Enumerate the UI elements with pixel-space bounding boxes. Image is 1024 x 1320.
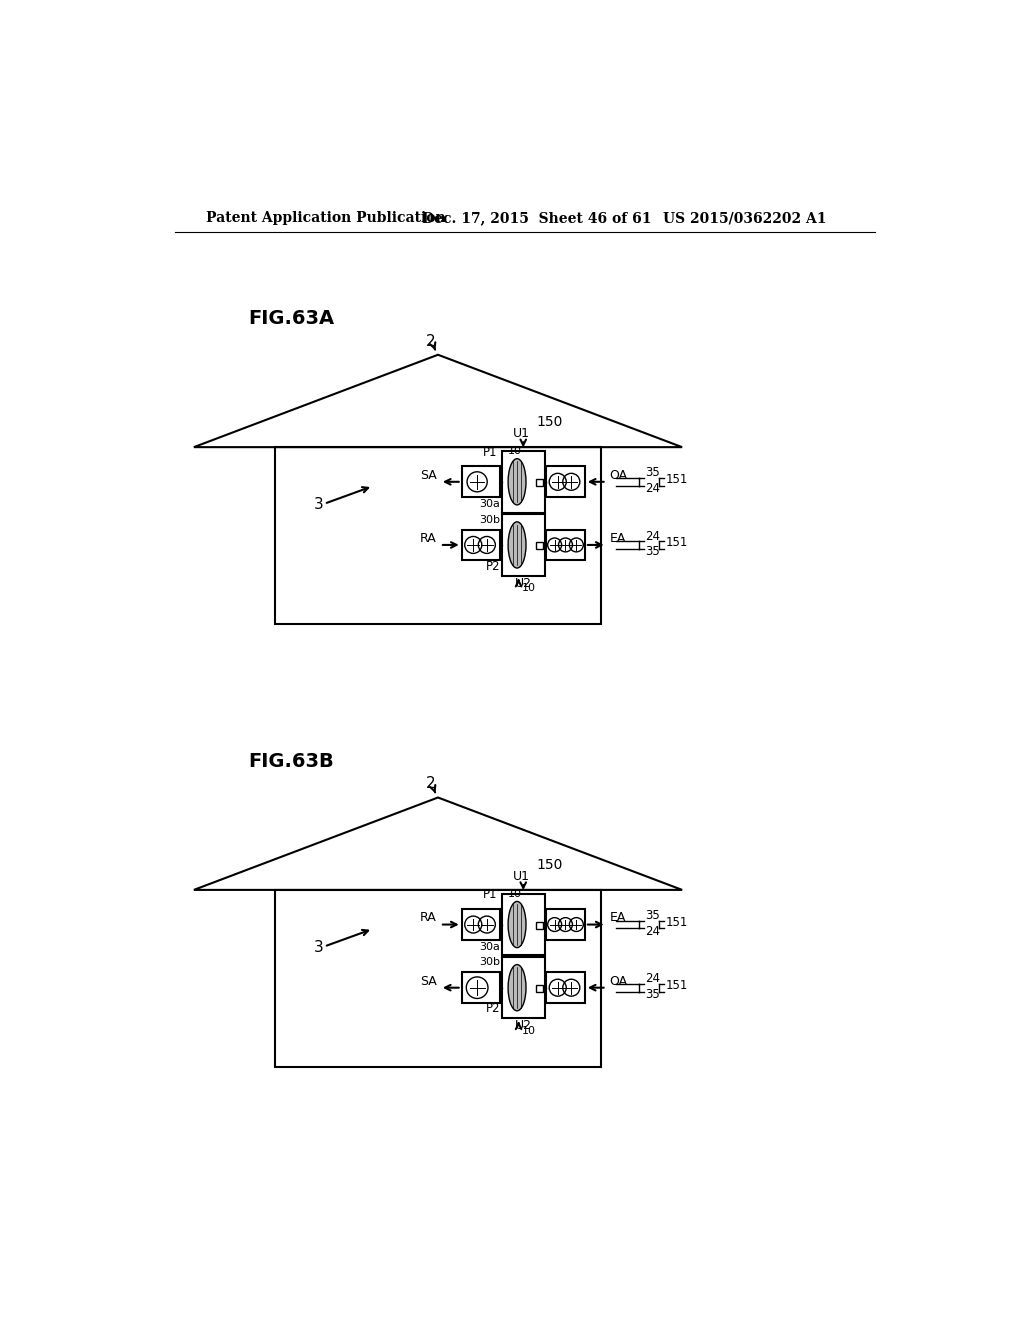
Text: P1: P1: [482, 888, 498, 902]
Text: 2: 2: [425, 776, 435, 791]
Ellipse shape: [508, 965, 526, 1011]
Text: 24: 24: [645, 973, 660, 985]
Text: 151: 151: [666, 536, 688, 549]
Bar: [462, 466, 501, 498]
Bar: [546, 909, 585, 940]
Text: U1: U1: [512, 870, 529, 883]
Text: 30a: 30a: [479, 499, 501, 510]
Bar: [462, 973, 501, 1003]
Text: EA: EA: [609, 912, 626, 924]
Text: 3: 3: [314, 498, 324, 512]
Text: U2: U2: [515, 577, 531, 590]
Bar: [536, 921, 543, 929]
Text: 30b: 30b: [479, 515, 501, 524]
Text: FIG.63A: FIG.63A: [248, 309, 334, 327]
Bar: [546, 973, 585, 1003]
Text: U1: U1: [512, 428, 529, 440]
Text: Dec. 17, 2015  Sheet 46 of 61: Dec. 17, 2015 Sheet 46 of 61: [423, 211, 652, 226]
Text: OA: OA: [609, 974, 628, 987]
Text: 35: 35: [645, 466, 660, 479]
Bar: [462, 529, 501, 561]
Text: Patent Application Publication: Patent Application Publication: [206, 211, 445, 226]
Text: 150: 150: [537, 416, 563, 429]
Bar: [536, 985, 543, 991]
Bar: [536, 543, 543, 549]
Text: FIG.63B: FIG.63B: [248, 751, 334, 771]
Text: RA: RA: [420, 532, 437, 545]
Ellipse shape: [508, 459, 526, 506]
Text: 24: 24: [645, 529, 660, 543]
Text: 151: 151: [666, 474, 688, 486]
Bar: [502, 513, 545, 576]
Text: P1: P1: [482, 446, 498, 458]
Text: 10: 10: [508, 446, 521, 457]
Bar: [502, 957, 545, 1019]
Text: 10: 10: [521, 1026, 536, 1036]
Bar: [546, 466, 585, 498]
Text: 30b: 30b: [479, 957, 501, 968]
Text: 2: 2: [425, 334, 435, 348]
Text: OA: OA: [609, 469, 628, 482]
Bar: [502, 451, 545, 512]
Bar: [536, 479, 543, 486]
Text: EA: EA: [609, 532, 626, 545]
Text: 35: 35: [645, 545, 660, 558]
Bar: [502, 894, 545, 956]
Text: 3: 3: [314, 940, 324, 954]
Text: SA: SA: [420, 469, 437, 482]
Text: SA: SA: [420, 974, 437, 987]
Text: 35: 35: [645, 909, 660, 923]
Bar: [546, 529, 585, 561]
Text: 151: 151: [666, 979, 688, 993]
Text: 10: 10: [508, 888, 521, 899]
Text: 24: 24: [645, 924, 660, 937]
Text: 35: 35: [645, 987, 660, 1001]
Text: P2: P2: [485, 560, 501, 573]
Text: 10: 10: [521, 583, 536, 593]
Text: US 2015/0362202 A1: US 2015/0362202 A1: [663, 211, 826, 226]
Text: P2: P2: [485, 1002, 501, 1015]
Text: U2: U2: [515, 1019, 531, 1032]
Text: 150: 150: [537, 858, 563, 873]
Text: 24: 24: [645, 482, 660, 495]
Text: 151: 151: [666, 916, 688, 929]
Text: RA: RA: [420, 912, 437, 924]
Text: 30a: 30a: [479, 942, 501, 952]
Ellipse shape: [508, 902, 526, 948]
Ellipse shape: [508, 521, 526, 568]
Bar: [462, 909, 501, 940]
